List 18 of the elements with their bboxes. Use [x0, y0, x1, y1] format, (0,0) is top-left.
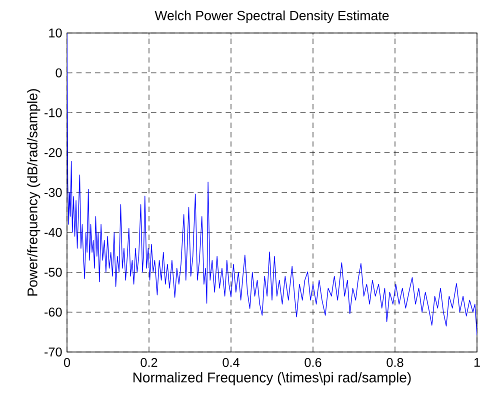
y-tick-label: -70 [44, 348, 62, 356]
chart-title: Welch Power Spectral Density Estimate [154, 10, 389, 23]
x-tick-label: 0.4 [222, 358, 240, 367]
x-tick-label: 0.6 [304, 358, 322, 367]
y-tick-label: -60 [44, 308, 62, 317]
y-axis-title: Power/frequency (dB/rad/sample) [27, 89, 40, 296]
x-tick-label: 1 [474, 358, 480, 367]
y-tick-label: 0 [56, 68, 62, 78]
y-tick-label: 10 [49, 28, 62, 38]
x-tick-label: 0.2 [140, 358, 158, 367]
y-tick-label: -40 [44, 228, 62, 237]
y-tick-label: -50 [44, 268, 62, 277]
y-tick-label: -30 [44, 188, 62, 197]
y-tick-label: -20 [44, 148, 62, 158]
y-tick-label: -10 [44, 108, 62, 118]
x-tick-label: 0 [64, 358, 70, 367]
x-tick-label: 0.8 [386, 358, 404, 367]
x-axis-title: Normalized Frequency (\times\pi rad/sample) [133, 372, 411, 386]
